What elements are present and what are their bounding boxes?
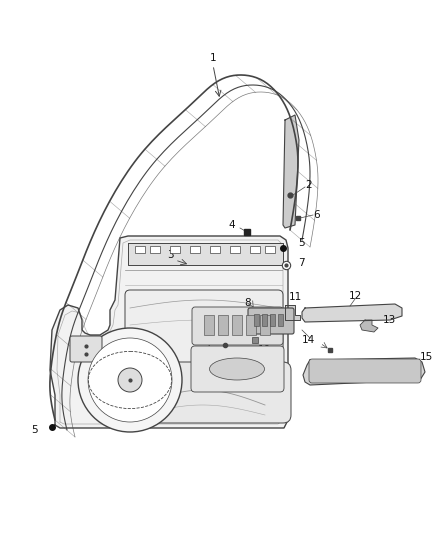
Text: 7: 7 bbox=[298, 258, 304, 268]
Polygon shape bbox=[128, 243, 283, 265]
FancyBboxPatch shape bbox=[125, 290, 283, 380]
FancyBboxPatch shape bbox=[246, 314, 256, 335]
Text: 5: 5 bbox=[298, 238, 304, 248]
FancyBboxPatch shape bbox=[218, 314, 228, 335]
Text: 8: 8 bbox=[245, 298, 251, 308]
FancyBboxPatch shape bbox=[210, 246, 220, 253]
Polygon shape bbox=[50, 236, 288, 428]
FancyBboxPatch shape bbox=[248, 308, 294, 334]
Text: 3: 3 bbox=[167, 250, 173, 260]
FancyBboxPatch shape bbox=[260, 314, 270, 335]
FancyBboxPatch shape bbox=[309, 359, 421, 383]
Text: 5: 5 bbox=[32, 425, 38, 435]
FancyBboxPatch shape bbox=[250, 246, 260, 253]
Text: 14: 14 bbox=[302, 335, 315, 345]
FancyBboxPatch shape bbox=[232, 314, 242, 335]
Text: 12: 12 bbox=[348, 291, 362, 301]
Ellipse shape bbox=[209, 358, 265, 380]
Text: 10: 10 bbox=[258, 345, 271, 355]
FancyBboxPatch shape bbox=[192, 307, 283, 345]
Circle shape bbox=[118, 368, 142, 392]
FancyBboxPatch shape bbox=[70, 336, 102, 362]
Polygon shape bbox=[303, 358, 425, 385]
FancyBboxPatch shape bbox=[204, 314, 214, 335]
Polygon shape bbox=[283, 115, 299, 228]
Text: 4: 4 bbox=[229, 220, 235, 230]
Text: 11: 11 bbox=[288, 292, 302, 302]
FancyBboxPatch shape bbox=[190, 246, 200, 253]
FancyBboxPatch shape bbox=[270, 314, 276, 326]
FancyBboxPatch shape bbox=[230, 246, 240, 253]
FancyBboxPatch shape bbox=[265, 246, 276, 253]
Polygon shape bbox=[302, 304, 402, 322]
Text: 9: 9 bbox=[203, 340, 210, 350]
Text: 13: 13 bbox=[383, 315, 396, 325]
FancyBboxPatch shape bbox=[150, 246, 160, 253]
Text: 1: 1 bbox=[210, 53, 216, 63]
Ellipse shape bbox=[340, 365, 400, 379]
FancyBboxPatch shape bbox=[135, 246, 145, 253]
FancyBboxPatch shape bbox=[261, 314, 267, 326]
FancyBboxPatch shape bbox=[127, 362, 291, 423]
FancyBboxPatch shape bbox=[191, 346, 284, 392]
Circle shape bbox=[78, 328, 182, 432]
FancyBboxPatch shape bbox=[254, 314, 259, 326]
Text: 15: 15 bbox=[420, 352, 433, 362]
FancyBboxPatch shape bbox=[278, 314, 283, 326]
FancyBboxPatch shape bbox=[170, 246, 180, 253]
Text: 6: 6 bbox=[313, 210, 320, 220]
Circle shape bbox=[88, 338, 172, 422]
Polygon shape bbox=[285, 305, 300, 320]
Text: 2: 2 bbox=[305, 180, 311, 190]
Polygon shape bbox=[360, 320, 378, 332]
